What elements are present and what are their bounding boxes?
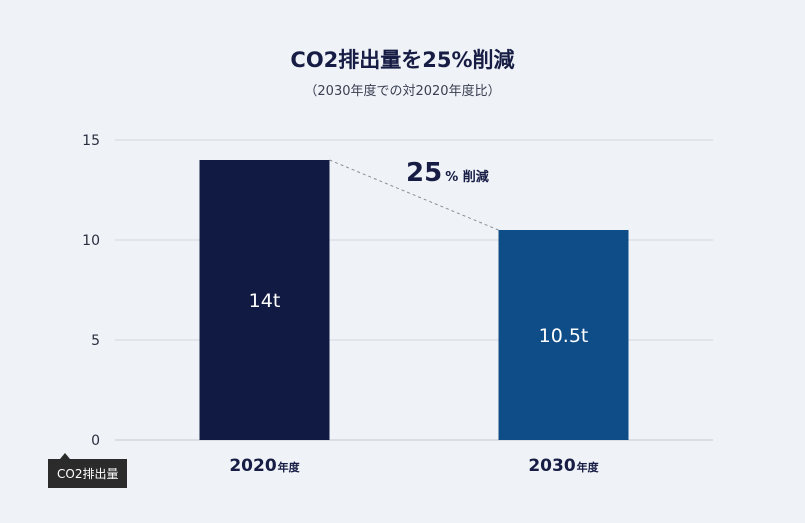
bar-value-label: 14t <box>249 290 281 312</box>
reduction-connector-line <box>329 159 499 231</box>
reduction-annotation-number: 25 <box>406 158 442 188</box>
x-tick-label-year: 2030 <box>528 456 575 476</box>
y-axis-ticks: 0 5 10 15 <box>82 133 100 449</box>
y-axis-label: CO2排出量 <box>48 459 128 488</box>
bar <box>199 160 330 440</box>
x-tick-label: 2030年度 <box>528 456 599 476</box>
chart-subtitle: （2030年度での対2020年度比） <box>304 84 501 99</box>
bars <box>199 160 629 440</box>
y-tick-label: 10 <box>82 233 100 249</box>
chart-title: CO2排出量を25%削減 <box>290 48 515 72</box>
x-tick-label: 2020年度 <box>229 456 300 476</box>
reduction-annotation-unit: % 削減 <box>445 169 489 185</box>
y-tick-label: 0 <box>91 433 100 449</box>
y-tick-label: 5 <box>91 333 100 349</box>
x-tick-label-unit: 年度 <box>577 460 600 474</box>
y-tick-label: 15 <box>82 133 100 149</box>
bar <box>498 230 629 440</box>
x-tick-label-year: 2020 <box>229 456 276 476</box>
bar-value-label: 10.5t <box>539 325 589 347</box>
x-tick-label-unit: 年度 <box>278 460 301 474</box>
reduction-annotation: 25% 削減 <box>406 158 489 188</box>
y-axis-label-pointer <box>60 453 70 459</box>
x-axis-labels: 2020年度 2030年度 <box>229 456 599 476</box>
bar-value-labels: 14t 10.5t <box>249 290 589 347</box>
